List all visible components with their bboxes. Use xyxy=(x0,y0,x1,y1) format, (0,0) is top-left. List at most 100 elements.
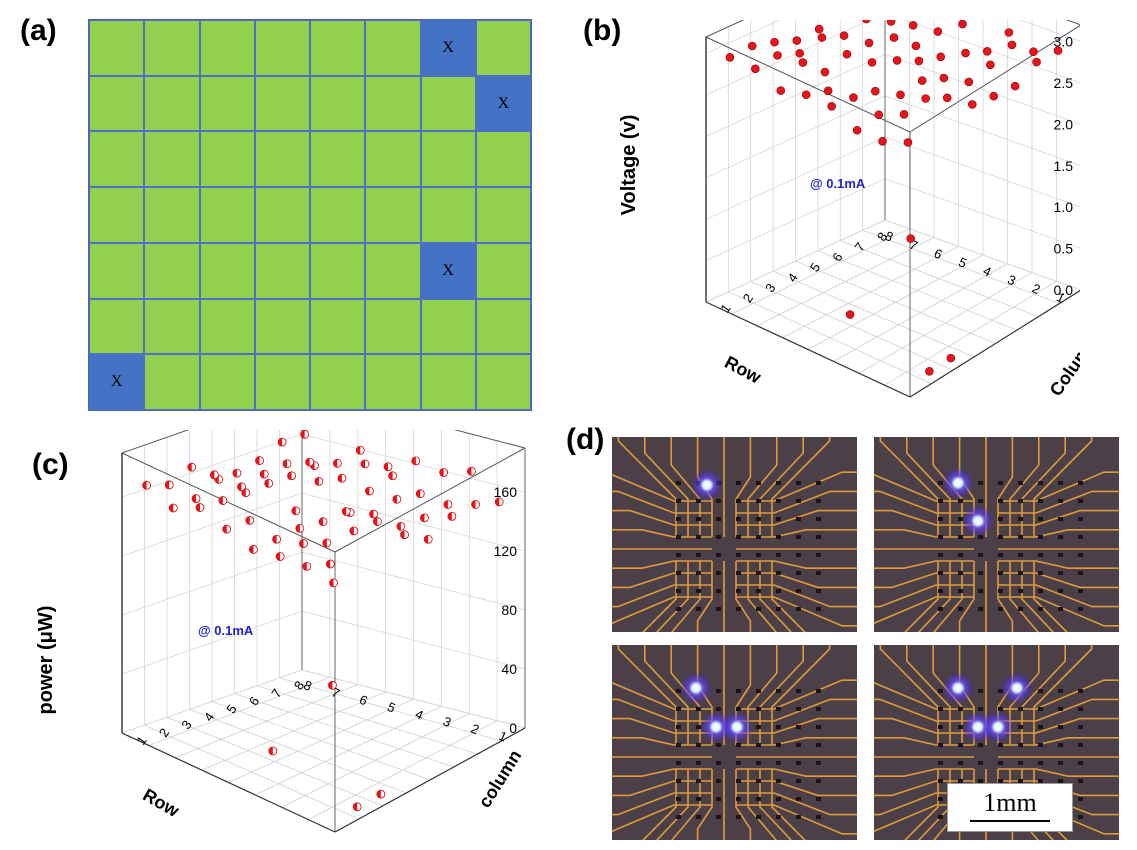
wall-gridline xyxy=(121,669,303,734)
pixel-pad xyxy=(756,761,761,765)
pixel-pad xyxy=(776,481,781,485)
data-point xyxy=(892,56,902,65)
data-point xyxy=(341,507,351,516)
pixel-pad xyxy=(998,571,1003,575)
row-axis-title: Row xyxy=(721,352,765,388)
data-point xyxy=(325,559,335,569)
pixel-pad xyxy=(676,815,681,819)
data-point xyxy=(886,20,896,26)
pixel-pad xyxy=(1038,761,1043,765)
data-point xyxy=(255,456,264,465)
pixel-pad xyxy=(998,689,1003,693)
pixel-pad xyxy=(736,589,741,593)
wall-gridline xyxy=(121,551,303,616)
pixel-pad xyxy=(1058,589,1063,593)
pixel-pad xyxy=(716,553,721,557)
pixel-pad xyxy=(1078,761,1083,765)
pixel-cell xyxy=(144,20,200,76)
wall-gridline xyxy=(121,492,303,557)
data-point xyxy=(867,58,877,67)
pixel-pad xyxy=(736,607,741,611)
pixel-pad xyxy=(796,607,801,611)
data-point xyxy=(792,36,802,45)
pixel-cell xyxy=(199,131,255,188)
pixel-pad xyxy=(796,589,801,593)
data-point xyxy=(332,458,342,468)
data-point xyxy=(982,47,992,56)
pixel-pad xyxy=(1078,517,1083,521)
wall-gridline xyxy=(121,610,303,675)
pixel-pad xyxy=(958,779,963,783)
pixel-pad xyxy=(776,797,781,801)
pixel-pad xyxy=(1018,553,1023,557)
pixel-pad xyxy=(796,553,801,557)
pixel-pad xyxy=(756,535,761,539)
pixel-pad xyxy=(676,689,681,693)
pixel-pad xyxy=(816,553,821,557)
data-point xyxy=(328,680,337,690)
data-point xyxy=(917,76,927,85)
floor-gridline xyxy=(862,229,1060,304)
box-edge xyxy=(453,430,526,449)
data-point xyxy=(967,100,977,109)
data-point xyxy=(291,506,301,516)
wall-gridline xyxy=(301,551,526,611)
pixel-pad xyxy=(676,571,681,575)
row-tick-label: 3 xyxy=(441,713,454,730)
pixel-pad xyxy=(958,725,963,729)
pixel-pad xyxy=(1078,689,1083,693)
data-point xyxy=(419,513,429,523)
pixel-pad xyxy=(816,571,821,575)
pixel-pad xyxy=(676,589,681,593)
pixel-pad xyxy=(736,535,741,539)
column-axis-line xyxy=(334,727,526,833)
pixel-cell xyxy=(310,187,366,243)
pixel-pad xyxy=(736,797,741,801)
pixel-pad xyxy=(756,779,761,783)
data-point xyxy=(936,52,946,62)
data-point xyxy=(164,480,174,490)
pixel-pad xyxy=(938,535,943,539)
wall-gridline xyxy=(884,178,1080,249)
pixel-cell xyxy=(475,354,531,410)
data-point xyxy=(232,468,242,478)
pixel-pad xyxy=(776,535,781,539)
pixel-pad xyxy=(1018,589,1023,593)
pixel-pad xyxy=(796,761,801,765)
pixel-pad xyxy=(736,571,741,575)
column-axis-title-c: column xyxy=(474,746,525,811)
pixel-pad xyxy=(1078,607,1083,611)
floor-gridline xyxy=(731,228,910,315)
scale-bar-line xyxy=(970,820,1050,822)
wall-gridline xyxy=(705,95,886,179)
floor-gridline xyxy=(756,237,935,327)
pixel-cell xyxy=(310,131,366,188)
column-tick-label: 7 xyxy=(852,240,868,255)
data-point xyxy=(168,503,178,513)
data-point xyxy=(921,94,930,103)
pixel-pad xyxy=(716,517,721,521)
pixel-pad xyxy=(816,725,821,729)
pixel-cell xyxy=(420,354,476,410)
z-tick-label: 120 xyxy=(494,543,518,559)
data-point xyxy=(352,802,362,812)
data-point xyxy=(798,58,808,67)
pixel-pad xyxy=(716,707,721,711)
pixel-cell xyxy=(199,354,255,410)
pixel-pad xyxy=(958,607,963,611)
pixel-pad xyxy=(1078,481,1083,485)
column-tick-label: 5 xyxy=(807,260,823,275)
pixel-pad xyxy=(1038,689,1043,693)
pixel-pad xyxy=(816,589,821,593)
pixel-pad xyxy=(776,607,781,611)
wall-gridline xyxy=(705,219,886,303)
box-edge xyxy=(334,447,526,553)
row-tick-label: 3 xyxy=(1005,272,1018,289)
data-point xyxy=(939,73,949,83)
pixel-cell xyxy=(199,298,255,355)
pixel-pad xyxy=(1078,725,1083,729)
column-axis-line xyxy=(909,289,1080,398)
column-axis-title: Column xyxy=(1046,333,1080,399)
data-point xyxy=(411,456,421,466)
data-point xyxy=(471,500,480,509)
